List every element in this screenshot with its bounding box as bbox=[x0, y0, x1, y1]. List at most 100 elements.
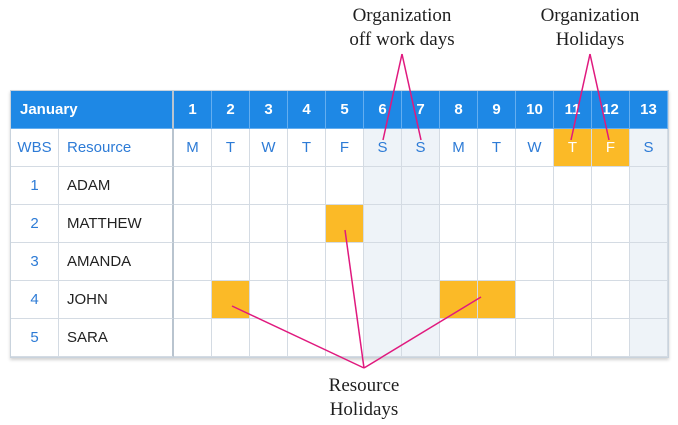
day-cell[interactable] bbox=[478, 243, 516, 281]
day-cell[interactable] bbox=[478, 319, 516, 357]
date-header-7: 7 bbox=[402, 91, 440, 129]
callout-line-2: Holidays bbox=[555, 29, 625, 50]
weekday-header-9: T bbox=[478, 129, 516, 167]
day-cell[interactable] bbox=[212, 319, 250, 357]
weekend-cell[interactable] bbox=[630, 167, 668, 205]
wbs-cell: 1 bbox=[11, 167, 59, 205]
weekend-cell[interactable] bbox=[630, 319, 668, 357]
day-cell[interactable] bbox=[212, 205, 250, 243]
day-cell[interactable] bbox=[174, 167, 212, 205]
day-cell[interactable] bbox=[440, 319, 478, 357]
day-cell[interactable] bbox=[250, 167, 288, 205]
weekend-cell[interactable] bbox=[630, 205, 668, 243]
day-cell[interactable] bbox=[250, 281, 288, 319]
day-cell[interactable] bbox=[326, 167, 364, 205]
day-cell[interactable] bbox=[250, 205, 288, 243]
weekend-cell[interactable] bbox=[364, 243, 402, 281]
day-cell[interactable] bbox=[326, 319, 364, 357]
org-offwork-callout: Organization off work days bbox=[332, 4, 472, 52]
date-header-12: 12 bbox=[592, 91, 630, 129]
day-cell[interactable] bbox=[288, 319, 326, 357]
day-cell[interactable] bbox=[440, 243, 478, 281]
weekday-header-11: T bbox=[554, 129, 592, 167]
day-cell[interactable] bbox=[592, 243, 630, 281]
day-cell[interactable] bbox=[288, 205, 326, 243]
weekend-cell[interactable] bbox=[630, 281, 668, 319]
day-cell[interactable] bbox=[592, 319, 630, 357]
day-cell[interactable] bbox=[326, 243, 364, 281]
day-cell[interactable] bbox=[516, 205, 554, 243]
weekend-cell[interactable] bbox=[402, 243, 440, 281]
weekend-cell[interactable] bbox=[630, 243, 668, 281]
weekday-header-12: F bbox=[592, 129, 630, 167]
day-cell[interactable] bbox=[440, 167, 478, 205]
resource-column-header: Resource bbox=[59, 129, 174, 167]
day-cell[interactable] bbox=[288, 281, 326, 319]
date-header-2: 2 bbox=[212, 91, 250, 129]
day-cell[interactable] bbox=[174, 319, 212, 357]
weekend-cell[interactable] bbox=[364, 167, 402, 205]
day-cell[interactable] bbox=[440, 205, 478, 243]
resource-holiday-cell[interactable] bbox=[326, 205, 364, 243]
date-header-11: 11 bbox=[554, 91, 592, 129]
org-holidays-callout: Organization Holidays bbox=[520, 4, 660, 52]
day-cell[interactable] bbox=[478, 205, 516, 243]
day-cell[interactable] bbox=[592, 281, 630, 319]
day-cell[interactable] bbox=[174, 281, 212, 319]
date-header-1: 1 bbox=[174, 91, 212, 129]
day-cell[interactable] bbox=[174, 243, 212, 281]
day-cell[interactable] bbox=[554, 319, 592, 357]
date-header-9: 9 bbox=[478, 91, 516, 129]
day-cell[interactable] bbox=[554, 205, 592, 243]
date-header-6: 6 bbox=[364, 91, 402, 129]
weekend-cell[interactable] bbox=[364, 281, 402, 319]
day-cell[interactable] bbox=[212, 243, 250, 281]
day-cell[interactable] bbox=[592, 205, 630, 243]
day-cell[interactable] bbox=[174, 205, 212, 243]
day-cell[interactable] bbox=[250, 243, 288, 281]
weekend-cell[interactable] bbox=[402, 281, 440, 319]
resource-holidays-callout: Resource Holidays bbox=[294, 374, 434, 422]
day-cell[interactable] bbox=[250, 319, 288, 357]
day-cell[interactable] bbox=[516, 243, 554, 281]
weekend-cell[interactable] bbox=[364, 205, 402, 243]
weekend-cell[interactable] bbox=[402, 167, 440, 205]
resource-name: MATTHEW bbox=[59, 205, 174, 243]
resource-name: JOHN bbox=[59, 281, 174, 319]
date-header-3: 3 bbox=[250, 91, 288, 129]
day-cell[interactable] bbox=[554, 281, 592, 319]
weekday-header-3: W bbox=[250, 129, 288, 167]
weekend-cell[interactable] bbox=[402, 205, 440, 243]
callout-line-1: Organization bbox=[352, 5, 452, 26]
weekend-cell[interactable] bbox=[402, 319, 440, 357]
weekday-header-8: M bbox=[440, 129, 478, 167]
date-header-8: 8 bbox=[440, 91, 478, 129]
resource-holiday-cell[interactable] bbox=[212, 281, 250, 319]
day-cell[interactable] bbox=[516, 167, 554, 205]
day-cell[interactable] bbox=[592, 167, 630, 205]
date-header-13: 13 bbox=[630, 91, 668, 129]
day-cell[interactable] bbox=[478, 167, 516, 205]
resource-name: SARA bbox=[59, 319, 174, 357]
day-cell[interactable] bbox=[516, 281, 554, 319]
resource-holiday-cell[interactable] bbox=[478, 281, 516, 319]
day-cell[interactable] bbox=[288, 243, 326, 281]
resource-holiday-cell[interactable] bbox=[440, 281, 478, 319]
resource-calendar-grid: January 1 2 3 4 5 6 7 8 9 10 11 12 13 WBS Resource M T W T… bbox=[10, 90, 669, 358]
callout-line-1: Resource bbox=[328, 375, 400, 396]
weekday-header-5: F bbox=[326, 129, 364, 167]
day-cell[interactable] bbox=[326, 281, 364, 319]
day-cell[interactable] bbox=[554, 243, 592, 281]
day-cell[interactable] bbox=[288, 167, 326, 205]
date-header-4: 4 bbox=[288, 91, 326, 129]
weekend-cell[interactable] bbox=[364, 319, 402, 357]
day-cell[interactable] bbox=[212, 167, 250, 205]
day-cell[interactable] bbox=[554, 167, 592, 205]
resource-name: AMANDA bbox=[59, 243, 174, 281]
weekday-header-1: M bbox=[174, 129, 212, 167]
callout-line-1: Organization bbox=[540, 5, 640, 26]
weekday-header-6: S bbox=[364, 129, 402, 167]
wbs-cell: 4 bbox=[11, 281, 59, 319]
day-cell[interactable] bbox=[516, 319, 554, 357]
weekday-header-4: T bbox=[288, 129, 326, 167]
